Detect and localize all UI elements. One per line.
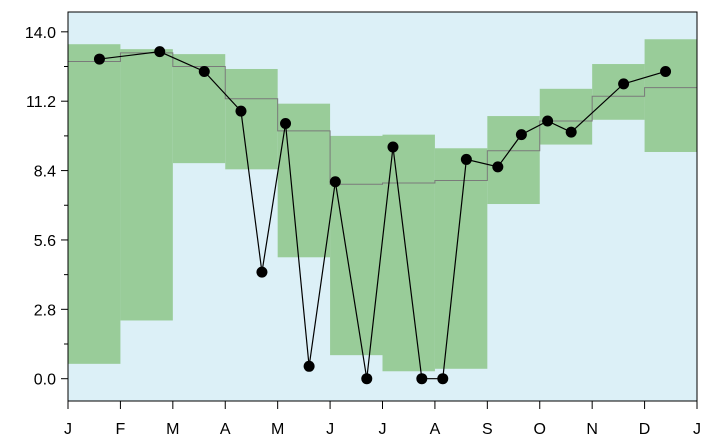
data-point xyxy=(492,161,504,173)
band-9 xyxy=(487,116,540,205)
band-8 xyxy=(434,148,488,369)
data-point xyxy=(93,53,105,65)
y-tick-label: 8.4 xyxy=(34,164,56,181)
band-7 xyxy=(382,134,435,372)
data-point xyxy=(198,65,210,77)
band-4 xyxy=(225,68,278,170)
x-tick-label: J xyxy=(379,421,387,438)
y-tick-label: 14.0 xyxy=(25,25,56,42)
band-2 xyxy=(120,49,173,321)
y-tick-label: 2.8 xyxy=(34,302,56,319)
data-point xyxy=(329,176,341,188)
x-tick-label: F xyxy=(116,421,126,438)
data-point xyxy=(618,78,630,90)
x-tick-label: J xyxy=(326,421,334,438)
y-tick-label: 0.0 xyxy=(34,372,56,389)
range-bands xyxy=(68,39,697,372)
data-point xyxy=(256,266,268,278)
data-point xyxy=(515,129,527,141)
data-point xyxy=(437,373,449,385)
data-point xyxy=(280,117,292,129)
x-tick-label: A xyxy=(430,421,441,438)
x-tick-label: N xyxy=(586,421,598,438)
x-tick-label: M xyxy=(271,421,284,438)
x-tick-label: S xyxy=(482,421,493,438)
y-axis: 0.0 2.8 5.6 8.4 11.2 14.0 xyxy=(25,25,68,389)
data-point xyxy=(303,360,315,372)
step-line xyxy=(68,52,697,185)
data-point xyxy=(565,126,577,138)
data-point xyxy=(416,373,428,385)
data-point xyxy=(542,115,554,127)
x-tick-label: J xyxy=(64,421,72,438)
band-11 xyxy=(592,64,645,120)
band-12 xyxy=(644,39,697,152)
data-markers xyxy=(93,46,672,385)
data-point xyxy=(660,65,672,77)
x-tick-label: D xyxy=(639,421,651,438)
data-point xyxy=(154,46,166,58)
x-tick-label: J xyxy=(693,421,701,438)
data-point xyxy=(387,141,399,153)
x-tick-label: M xyxy=(166,421,179,438)
band-6 xyxy=(330,135,383,356)
data-point xyxy=(235,105,247,117)
y-tick-label: 5.6 xyxy=(34,233,56,250)
data-point xyxy=(361,373,373,385)
data-point xyxy=(460,153,472,165)
y-tick-label: 11.2 xyxy=(26,94,56,111)
band-1 xyxy=(68,44,121,364)
x-tick-label: O xyxy=(534,421,546,438)
x-tick-label: A xyxy=(220,421,231,438)
